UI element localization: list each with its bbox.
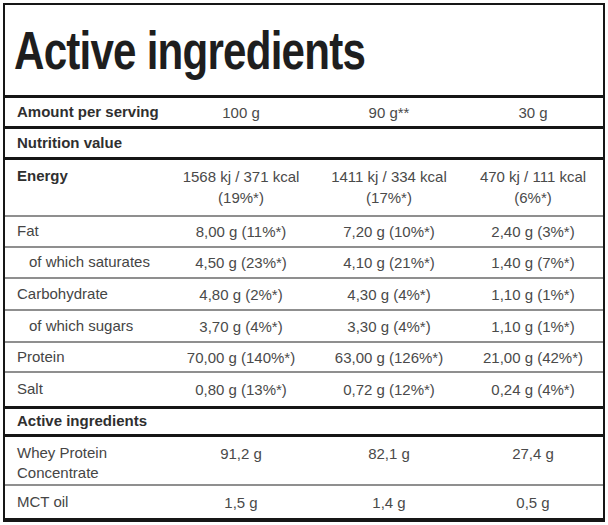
value-cell: 1,10 g (1%*) [463,316,603,337]
value-text: 0,80 g (13%*) [167,379,315,400]
row-label: MCT oil [5,492,167,512]
value-cell: 0,5 g [463,492,603,513]
value-text: 70,00 g (140%*) [167,347,315,368]
row-label: Whey Protein Concentrate [5,437,167,484]
value-text: 1411 kj / 334 kcal [315,166,463,187]
row-of-which-saturates: of which saturates 4,50 g (23%*) 4,10 g … [5,246,603,277]
value-cell: 1,10 g (1%*) [463,284,603,305]
value-text: 0,5 g [463,492,603,513]
value-text: 4,50 g (23%*) [167,252,315,273]
value-cell: 470 kj / 111 kcal (6%*) [463,160,603,208]
value-text: 0,72 g (12%*) [315,379,463,400]
value-cell: 21,00 g (42%*) [463,347,603,368]
value-cell: 3,30 g (4%*) [315,316,463,337]
row-label: Fat [5,221,167,241]
value-text: 27,4 g [463,443,603,464]
value-cell: 2,40 g (3%*) [463,221,603,242]
value-cell: 0,24 g (4%*) [463,379,603,400]
row-protein: Protein 70,00 g (140%*) 63,00 g (126%*) … [5,341,603,371]
value-cell: 91,2 g [167,437,315,464]
row-mct-oil: MCT oil 1,5 g 1,4 g 0,5 g [5,484,603,518]
value-text: 1,40 g (7%*) [463,252,603,273]
ri-text: (6%*) [463,187,603,208]
value-cell: 7,20 g (10%*) [315,221,463,242]
value-cell: 1,5 g [167,492,315,513]
value-text: 0,24 g (4%*) [463,379,603,400]
value-text: 82,1 g [315,443,463,464]
value-text: 91,2 g [167,443,315,464]
row-label: Energy [5,160,167,186]
value-text: 63,00 g (126%*) [315,347,463,368]
section-header-active-ingredients: Active ingredients [5,406,603,434]
active-section-label: Active ingredients [5,411,167,431]
serving-col-30g: 30 g [463,102,603,123]
value-cell: 0,80 g (13%*) [167,379,315,400]
value-cell: 4,30 g (4%*) [315,284,463,305]
value-text: 4,30 g (4%*) [315,284,463,305]
ri-text: (17%*) [315,187,463,208]
row-salt: Salt 0,80 g (13%*) 0,72 g (12%*) 0,24 g … [5,371,603,406]
value-text: 3,70 g (4%*) [167,316,315,337]
value-cell: 1411 kj / 334 kcal (17%*) [315,160,463,208]
value-cell: 1568 kj / 371 kcal (19%*) [167,160,315,208]
row-of-which-sugars: of which sugars 3,70 g (4%*) 3,30 g (4%*… [5,309,603,341]
row-energy: Energy 1568 kj / 371 kcal (19%*) 1411 kj… [5,157,603,215]
value-cell: 63,00 g (126%*) [315,347,463,368]
value-text: 21,00 g (42%*) [463,347,603,368]
value-cell: 1,4 g [315,492,463,513]
row-label: of which saturates [5,252,167,272]
value-text: 1,5 g [167,492,315,513]
value-text: 1,4 g [315,492,463,513]
value-cell: 70,00 g (140%*) [167,347,315,368]
value-cell: 1,40 g (7%*) [463,252,603,273]
value-cell: 3,70 g (4%*) [167,316,315,337]
nutrition-facts-page: Active ingredients Amount per serving 10… [0,0,608,525]
nutrition-section-label: Nutrition value [5,133,167,153]
row-fat: Fat 8,00 g (11%*) 7,20 g (10%*) 2,40 g (… [5,215,603,246]
section-header-nutrition-value: Nutrition value [5,126,603,157]
row-amount-per-serving: Amount per serving 100 g 90 g** 30 g [5,95,603,126]
value-text: 1,10 g (1%*) [463,284,603,305]
row-whey-protein-concentrate: Whey Protein Concentrate 91,2 g 82,1 g 2… [5,434,603,484]
value-text: 470 kj / 111 kcal [463,166,603,187]
value-cell: 4,50 g (23%*) [167,252,315,273]
serving-col-100g: 100 g [167,102,315,123]
value-text: 2,40 g (3%*) [463,221,603,242]
value-text: 7,20 g (10%*) [315,221,463,242]
page-title: Active ingredients [14,23,365,77]
value-text: 4,80 g (2%*) [167,284,315,305]
row-carbohydrate: Carbohydrate 4,80 g (2%*) 4,30 g (4%*) 1… [5,277,603,309]
value-cell: 0,72 g (12%*) [315,379,463,400]
value-text: 3,30 g (4%*) [315,316,463,337]
table-title-row: Active ingredients [5,5,603,95]
value-cell: 27,4 g [463,437,603,464]
value-text: 1568 kj / 371 kcal [167,166,315,187]
serving-col-90g: 90 g** [315,102,463,123]
value-cell: 8,00 g (11%*) [167,221,315,242]
value-cell: 4,80 g (2%*) [167,284,315,305]
value-text: 8,00 g (11%*) [167,221,315,242]
row-label: Protein [5,347,167,367]
serving-row-label: Amount per serving [5,102,167,122]
ri-text: (19%*) [167,187,315,208]
value-text: 1,10 g (1%*) [463,316,603,337]
value-text: 4,10 g (21%*) [315,252,463,273]
nutrition-facts-table: Active ingredients Amount per serving 10… [3,3,605,522]
value-cell: 4,10 g (21%*) [315,252,463,273]
row-label: Carbohydrate [5,284,167,304]
row-label: Salt [5,379,167,399]
value-cell: 82,1 g [315,437,463,464]
row-label: of which sugars [5,316,167,336]
